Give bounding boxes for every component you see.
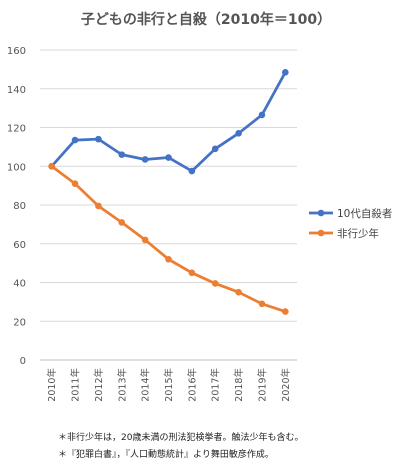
- series-2-point: [165, 255, 172, 263]
- legend-label-1: 10代自殺者: [337, 207, 392, 220]
- series-1-point: [95, 135, 102, 143]
- series-2-point: [258, 300, 266, 308]
- series-2-point: [188, 269, 196, 277]
- x-tick-label: 2020年: [280, 368, 292, 402]
- y-tick-label: 40: [13, 279, 26, 290]
- y-tick-label: 20: [13, 317, 26, 328]
- x-tick-label: 2014年: [140, 368, 152, 402]
- x-tick-label: 2019年: [256, 368, 268, 402]
- y-tick-label: 100: [7, 162, 26, 173]
- legend-label-2: 非行少年: [337, 227, 379, 240]
- x-tick-label: 2015年: [163, 368, 175, 402]
- y-tick-label: 80: [13, 201, 26, 212]
- series-1-point: [235, 130, 242, 137]
- series-1-point: [118, 151, 126, 158]
- x-tick-label: 2017年: [210, 368, 222, 402]
- x-tick-label: 2011年: [70, 368, 82, 402]
- series-2-point: [141, 236, 149, 244]
- x-tick-label: 2012年: [93, 368, 105, 402]
- footnote-definition: ＊非行少年は，20歳未満の刑法犯検挙者。触法少年も含む。: [58, 433, 304, 443]
- series-1-point: [211, 145, 219, 153]
- y-tick-label: 0: [20, 356, 26, 367]
- legend-marker-1: [317, 209, 325, 217]
- y-tick-label: 140: [7, 85, 26, 96]
- series-1-point: [141, 156, 149, 163]
- series-1-point: [282, 68, 289, 76]
- series-2-point: [95, 202, 102, 210]
- series-2-point: [48, 162, 55, 170]
- footnote-source: ＊『犯罪白書』，『人口動態統計』より舞田敏彦作成。: [58, 450, 274, 460]
- series-line-2: [50, 165, 286, 313]
- x-tick-label: 2016年: [186, 368, 198, 402]
- series-1-point: [71, 136, 79, 144]
- series-2-point: [118, 219, 126, 226]
- series-1-point: [258, 111, 266, 119]
- x-tick-label: 2010年: [46, 368, 58, 402]
- series-2-point: [71, 180, 79, 187]
- series-2-point: [211, 280, 219, 287]
- series-2-point: [235, 288, 242, 296]
- y-tick-label: 160: [7, 46, 26, 57]
- y-tick-label: 60: [13, 240, 26, 251]
- x-tick-label: 2013年: [116, 368, 128, 402]
- x-tick-label: 2018年: [233, 368, 245, 402]
- series-1-point: [165, 154, 172, 161]
- series-2-point: [282, 308, 289, 315]
- series: [48, 68, 289, 315]
- x-axis-ticks: 2010年 2011年 2012年 2013年 2014年 2015年 2016年 2017年…: [46, 368, 292, 402]
- chart-title: 子どもの非行と自殺（2010年＝100）: [81, 11, 331, 28]
- y-tick-label: 120: [7, 124, 26, 135]
- legend-marker-2: [317, 229, 325, 237]
- gridlines: [40, 49, 297, 361]
- series-1-point: [188, 167, 196, 175]
- y-axis-ticks: 0 20 40 60 80 100 120 140 160: [7, 46, 26, 367]
